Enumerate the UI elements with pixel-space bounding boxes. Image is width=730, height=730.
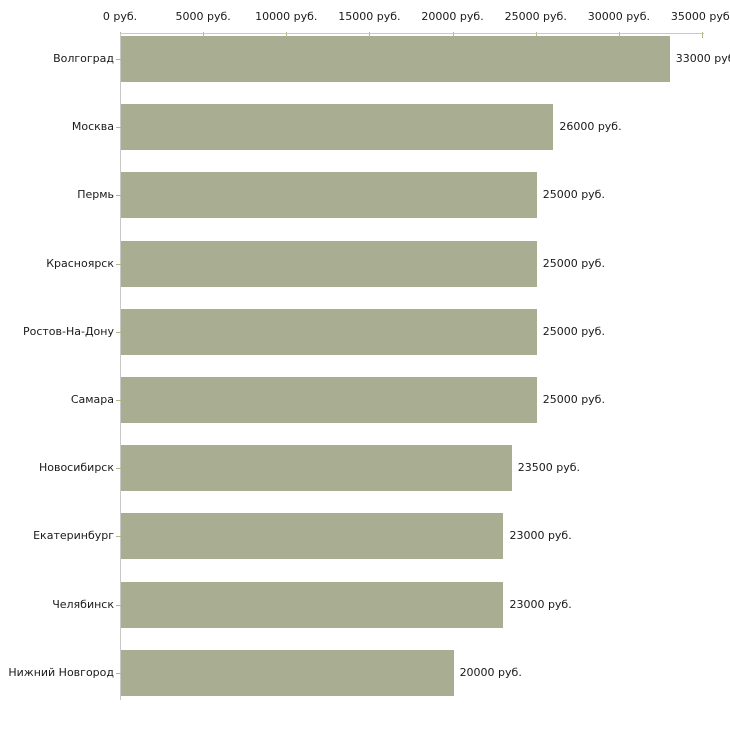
- y-tick-mark: [116, 59, 121, 60]
- y-tick-mark: [116, 331, 121, 333]
- category-label: Ростов-На-Дону: [22, 324, 114, 338]
- y-tick-mark: [116, 468, 121, 470]
- x-tick-mark: [286, 32, 288, 38]
- bar: [121, 36, 670, 82]
- y-tick-mark: [116, 536, 121, 538]
- category-label: Екатеринбург: [33, 529, 114, 543]
- bar-value-label: 25000 руб.: [542, 324, 605, 338]
- x-tick-mark: [618, 32, 620, 38]
- category-label: Новосибирск: [38, 461, 114, 475]
- x-tick-mark: [702, 32, 703, 38]
- x-tick-label: 15000 руб.: [338, 10, 401, 23]
- x-tick-mark: [203, 32, 205, 38]
- y-axis-line: [120, 33, 121, 700]
- y-tick-mark: [116, 400, 121, 401]
- category-label: Красноярск: [46, 256, 114, 270]
- y-tick-mark: [116, 604, 121, 606]
- bar-value-label: 20000 руб.: [459, 665, 522, 679]
- category-label: Челябинск: [52, 597, 114, 611]
- category-label: Самара: [70, 393, 114, 406]
- bar-value-label: 25000 руб.: [542, 393, 605, 406]
- x-tick-label: 25000 руб.: [504, 10, 567, 23]
- x-tick-mark: [369, 32, 371, 38]
- x-tick-label: 10000 руб.: [255, 10, 318, 23]
- x-axis-line: [120, 33, 704, 34]
- x-tick-label: 30000 руб.: [587, 10, 650, 23]
- bar: [121, 308, 537, 355]
- bar: [121, 513, 504, 560]
- y-tick-mark: [116, 127, 121, 129]
- bar-value-label: 26000 руб.: [559, 120, 622, 134]
- bar: [121, 104, 554, 151]
- bar-value-label: 25000 руб.: [542, 256, 605, 270]
- category-label: Волгоград: [53, 52, 114, 65]
- y-tick-mark: [116, 263, 121, 265]
- x-tick-mark: [535, 32, 537, 38]
- x-tick-mark: [452, 32, 454, 38]
- x-tick-label: 5000 руб.: [175, 10, 231, 23]
- x-tick-label: 35000 руб.: [670, 10, 730, 23]
- x-tick-label: 20000 руб.: [421, 10, 484, 23]
- bar: [121, 445, 512, 492]
- bar-value-label: 25000 руб.: [542, 188, 605, 202]
- bar-value-label: 23500 руб.: [517, 461, 581, 475]
- bar-value-label: 33000 руб: [675, 52, 730, 65]
- bar-value-label: 23000 руб.: [509, 529, 572, 543]
- y-tick-mark: [116, 672, 121, 674]
- bar: [121, 240, 537, 287]
- category-label: Пермь: [77, 188, 114, 202]
- bar: [121, 377, 537, 423]
- x-tick-label: 0 руб.: [102, 10, 138, 23]
- category-label: Москва: [71, 120, 114, 134]
- bar: [121, 172, 537, 219]
- bar-value-label: 23000 руб.: [509, 597, 572, 611]
- bar: [121, 581, 504, 628]
- category-label: Нижний Новгород: [8, 665, 114, 679]
- bar: [121, 649, 454, 696]
- y-tick-mark: [116, 195, 121, 197]
